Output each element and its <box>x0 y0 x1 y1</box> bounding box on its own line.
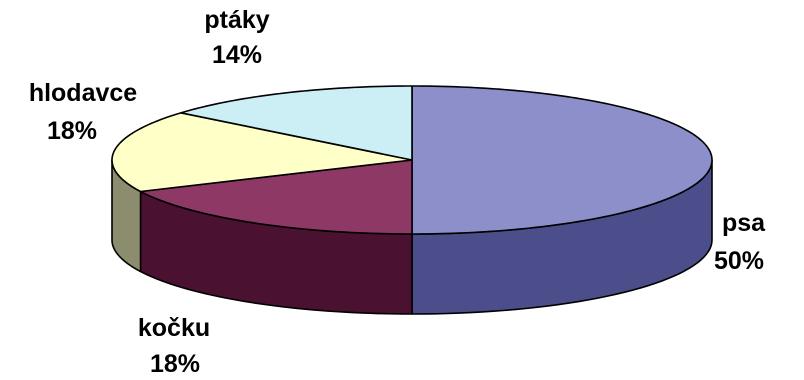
slice-ptaky <box>180 85 413 161</box>
pie-label-layer: psa 50% kočku 18% hlodavce 18% ptáky 14% <box>29 6 766 378</box>
slice-value-hlodavce: 18% <box>47 117 97 145</box>
slice-psa <box>411 85 713 235</box>
slice-value-ptaky: 14% <box>212 41 262 69</box>
slice-hlodavce <box>111 112 413 193</box>
slice-label-ptaky: ptáky <box>204 6 269 34</box>
pie-top-layer <box>111 85 713 235</box>
slice-value-psa: 50% <box>714 247 764 275</box>
slice-label-kocku: kočku <box>138 314 210 342</box>
slice-label-hlodavce: hlodavce <box>29 79 137 107</box>
slice-kocku <box>139 159 413 235</box>
slice-label-psa: psa <box>722 209 766 237</box>
slice-value-kocku: 18% <box>150 350 200 378</box>
